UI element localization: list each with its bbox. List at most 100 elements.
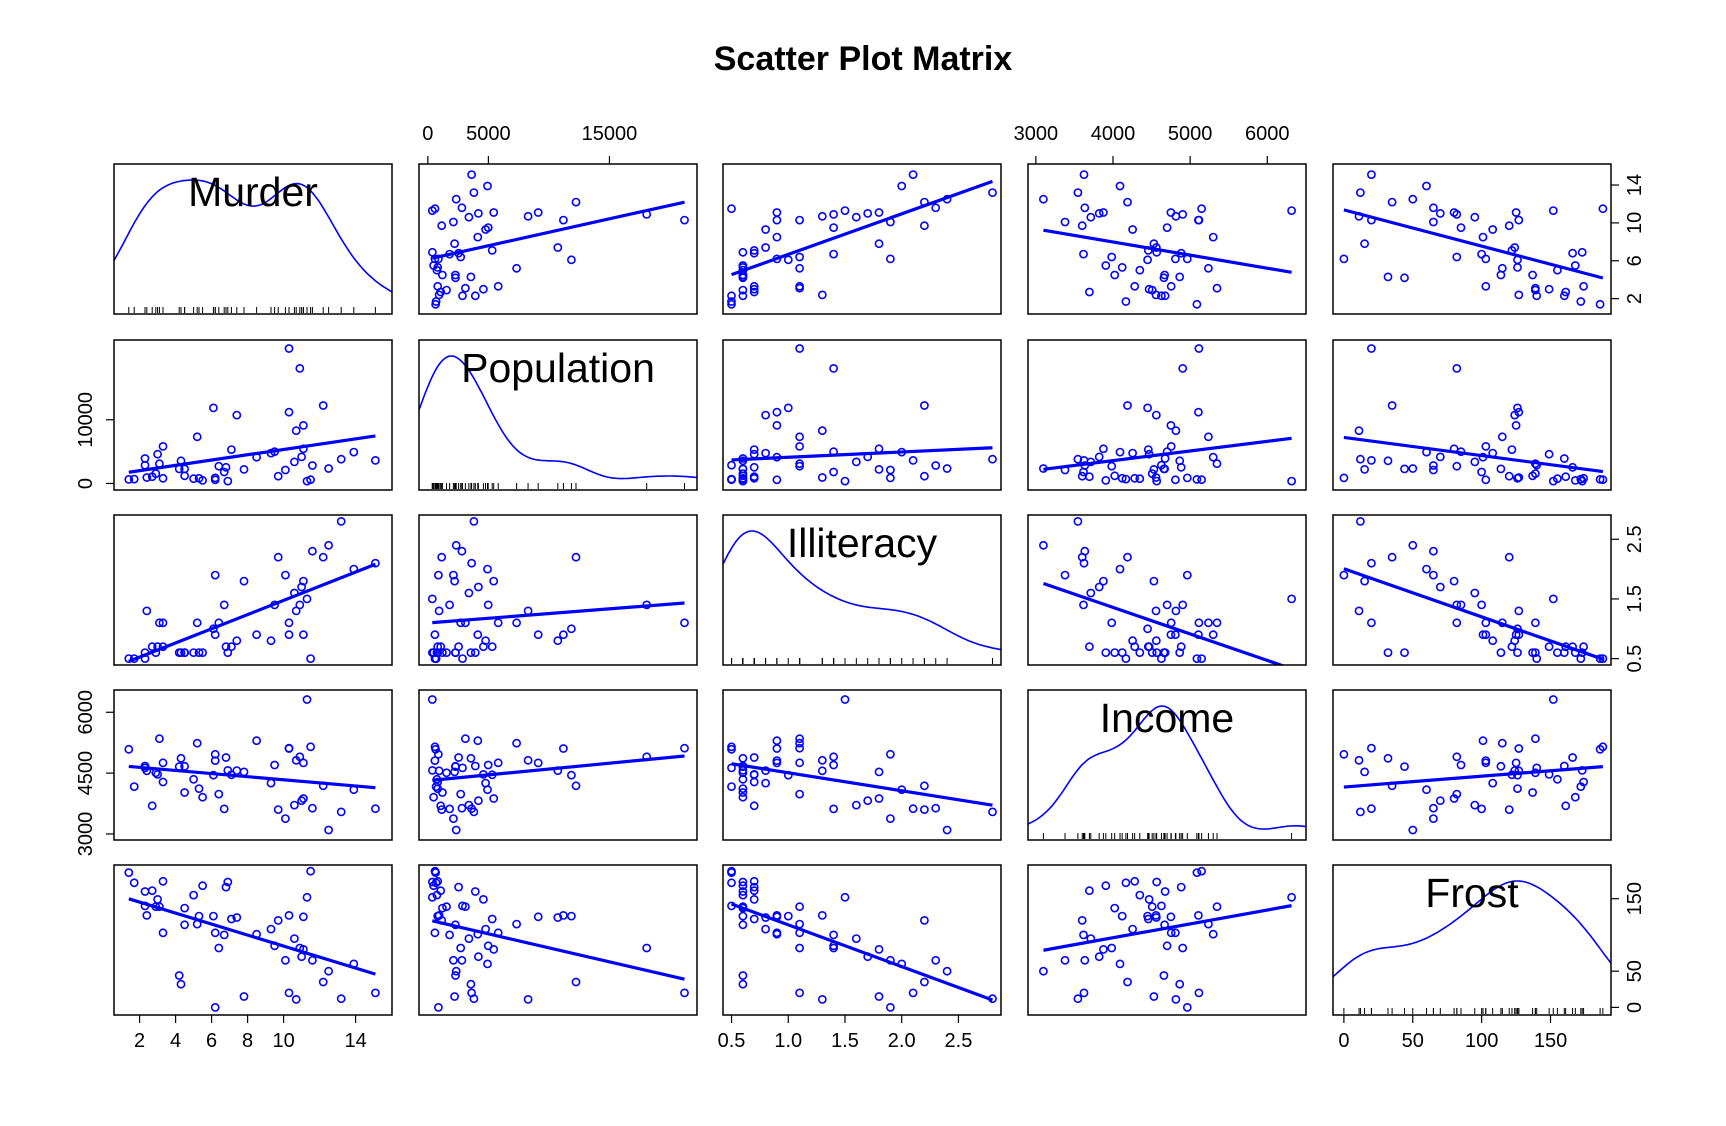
data-point — [1194, 988, 1204, 998]
bottom-axis-murder: 2 4 6 8 10 14 — [134, 1015, 367, 1052]
data-point — [761, 924, 770, 934]
data-point — [189, 774, 198, 784]
data-point — [1130, 281, 1140, 291]
data-point — [512, 263, 521, 273]
data-point — [223, 476, 233, 486]
panel-frame — [1332, 864, 1612, 1016]
data-point — [1144, 642, 1154, 652]
data-point — [460, 283, 470, 293]
data-point — [886, 473, 895, 483]
data-point — [273, 805, 283, 814]
data-point — [749, 449, 759, 459]
data-point — [448, 814, 458, 823]
data-point — [1123, 552, 1132, 562]
data-point — [1356, 454, 1365, 464]
data-point — [1452, 252, 1462, 262]
data-point — [1435, 582, 1445, 592]
data-point — [153, 895, 162, 904]
data-point — [931, 803, 941, 813]
data-point — [749, 462, 759, 472]
data-point — [469, 807, 479, 817]
data-point — [1576, 782, 1586, 791]
right-axis-murder: 2 6 10 14 — [1611, 174, 1646, 304]
data-point — [298, 630, 308, 640]
data-point — [1094, 952, 1104, 962]
data-point — [1513, 648, 1522, 657]
data-point — [1354, 606, 1364, 616]
data-point — [1094, 208, 1104, 218]
data-point — [284, 344, 294, 353]
data-point — [874, 208, 884, 217]
panel-frame — [418, 514, 698, 666]
data-point — [761, 243, 770, 252]
data-point — [437, 221, 447, 231]
data-point — [370, 804, 380, 814]
data-point — [749, 914, 759, 924]
data-point — [450, 992, 459, 1001]
tick-label: 0.5 — [718, 1030, 746, 1052]
data-point — [464, 800, 474, 810]
data-point — [450, 576, 459, 586]
data-point — [1470, 800, 1480, 810]
data-point — [349, 447, 359, 457]
data-point — [559, 215, 568, 225]
data-point — [297, 582, 306, 592]
data-point — [1115, 959, 1125, 969]
data-point — [1121, 474, 1131, 484]
data-point — [1504, 805, 1514, 814]
panel-content — [727, 866, 997, 1012]
panel-frame — [1027, 163, 1307, 315]
data-point — [1157, 901, 1166, 911]
data-point — [727, 291, 736, 301]
data-point — [487, 914, 497, 924]
data-point — [829, 363, 838, 373]
data-point — [749, 876, 759, 886]
data-point — [1367, 455, 1376, 465]
data-point — [886, 1003, 895, 1012]
data-point — [433, 570, 443, 580]
data-point — [432, 890, 442, 900]
data-point — [1449, 208, 1459, 217]
data-point — [483, 181, 492, 191]
data-point — [512, 919, 521, 929]
data-point — [1178, 363, 1188, 373]
data-point — [1514, 744, 1524, 753]
data-point — [749, 895, 759, 904]
regression-line — [1343, 765, 1603, 789]
data-point — [1077, 916, 1087, 925]
data-point — [1085, 642, 1094, 652]
right-axis-frost: 0 50 150 — [1611, 882, 1646, 1013]
data-point — [1481, 281, 1491, 291]
data-point — [1094, 452, 1104, 462]
diag-label-murder: Murder — [188, 169, 318, 215]
data-point — [795, 789, 804, 799]
tick-label: 3000 — [1014, 123, 1059, 145]
data-point — [324, 464, 333, 473]
data-point — [1073, 994, 1083, 1004]
data-point — [727, 297, 736, 306]
data-point — [1128, 448, 1137, 458]
data-point — [1570, 792, 1580, 802]
data-point — [458, 654, 467, 663]
data-point — [1123, 197, 1132, 207]
panel-frost-vs-frost: Frost — [1332, 864, 1612, 1016]
data-point — [1513, 262, 1522, 272]
data-point — [829, 752, 838, 762]
data-point — [1197, 475, 1206, 485]
data-point — [431, 297, 441, 306]
panel-content — [1039, 344, 1296, 486]
data-point — [1408, 464, 1418, 473]
data-point — [727, 460, 736, 470]
data-point — [1121, 297, 1131, 306]
data-point — [1135, 265, 1145, 275]
data-point — [289, 457, 299, 467]
data-point — [795, 215, 804, 225]
data-point — [1488, 778, 1498, 788]
data-point — [1101, 261, 1111, 270]
data-point — [483, 600, 493, 610]
data-point — [874, 794, 884, 803]
tick-label: 6 — [1624, 255, 1646, 266]
panel-murder-vs-frost — [1332, 163, 1612, 315]
data-point — [559, 911, 568, 920]
data-point — [306, 866, 315, 876]
